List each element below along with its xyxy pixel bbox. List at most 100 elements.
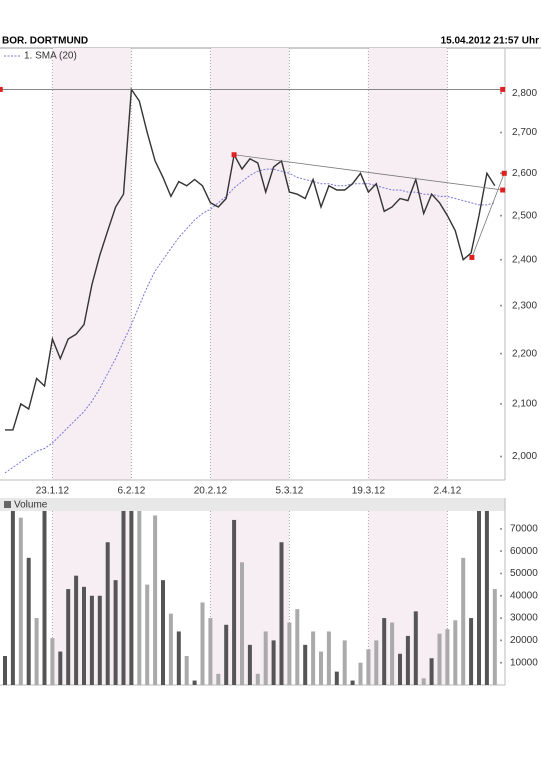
volume-bar — [461, 557, 466, 685]
volume-bar — [153, 515, 158, 685]
volume-bar — [3, 656, 7, 685]
x-tick-label: 5.3.12 — [275, 486, 303, 497]
y-tick-mark — [500, 639, 502, 642]
y-tick-label: 20000 — [510, 635, 538, 646]
period-band — [368, 48, 448, 480]
volume-bar — [137, 511, 142, 685]
volume-bar — [82, 586, 86, 685]
volume-bar — [358, 662, 363, 685]
y-tick-mark — [500, 304, 502, 307]
y-tick-mark — [500, 550, 502, 553]
volume-bar — [42, 511, 47, 685]
trend-line — [471, 173, 505, 258]
volume-bar — [271, 640, 276, 685]
y-tick-label: 2,300 — [512, 300, 537, 311]
x-tick-label: 2.4.12 — [433, 486, 461, 497]
y-tick-mark — [500, 527, 502, 530]
volume-bar — [319, 651, 323, 685]
y-tick-mark — [500, 352, 502, 355]
x-tick-label: 20.2.12 — [194, 486, 228, 497]
y-tick-label: 10000 — [510, 657, 538, 668]
volume-bar — [311, 631, 316, 685]
volume-bar — [469, 618, 474, 685]
y-tick-label: 2,700 — [512, 127, 537, 138]
volume-bar — [295, 609, 300, 685]
volume-bar — [18, 517, 23, 685]
trend-marker — [0, 86, 3, 92]
volume-bar — [437, 633, 442, 685]
volume-legend-label: Volume — [14, 500, 48, 511]
volume-header — [0, 498, 505, 511]
volume-bar — [342, 640, 347, 685]
volume-bar — [129, 511, 134, 685]
y-tick-label: 2,000 — [512, 451, 537, 462]
y-tick-mark — [500, 594, 502, 597]
volume-bar — [50, 638, 55, 685]
y-tick-label: 2,200 — [512, 348, 537, 359]
volume-bar — [66, 589, 71, 685]
volume-bar — [105, 542, 110, 685]
y-tick-mark — [500, 661, 502, 664]
y-tick-label: 70000 — [510, 523, 538, 534]
y-tick-label: 2,400 — [512, 254, 537, 265]
y-tick-label: 2,800 — [512, 88, 537, 99]
volume-bar — [413, 611, 418, 685]
volume-bar — [255, 673, 260, 685]
trend-marker — [231, 152, 237, 158]
volume-bar — [34, 618, 39, 685]
period-band — [210, 48, 290, 480]
volume-bar — [263, 631, 268, 685]
y-tick-mark — [500, 258, 502, 261]
volume-bar — [366, 649, 371, 685]
y-tick-mark — [500, 92, 502, 95]
y-tick-mark — [500, 455, 502, 458]
volume-bar — [484, 511, 489, 685]
y-tick-mark — [500, 214, 502, 217]
x-tick-label: 19.3.12 — [352, 486, 386, 497]
volume-bar — [10, 511, 15, 685]
volume-bar — [492, 589, 497, 685]
x-tick-label: 23.1.12 — [36, 486, 70, 497]
volume-bar — [374, 640, 379, 685]
volume-bar — [58, 651, 63, 685]
volume-bar — [216, 673, 221, 685]
volume-bar — [89, 595, 94, 685]
volume-bar — [145, 584, 150, 685]
volume-bar — [429, 658, 434, 685]
sma-line — [4, 168, 495, 474]
y-tick-label: 60000 — [510, 546, 538, 557]
volume-bar — [74, 575, 79, 685]
volume-bar — [224, 624, 229, 685]
volume-bar — [477, 511, 481, 685]
y-tick-mark — [500, 402, 502, 405]
volume-bar — [453, 620, 458, 685]
volume-bar — [200, 602, 205, 685]
volume-bar — [184, 656, 189, 685]
volume-bar — [240, 562, 244, 685]
trend-marker — [469, 254, 475, 260]
volume-bar — [97, 595, 102, 685]
volume-bar — [287, 622, 292, 685]
volume-bar — [232, 519, 237, 685]
trend-line — [234, 154, 503, 191]
volume-bar — [176, 631, 181, 685]
y-tick-label: 2,600 — [512, 168, 537, 179]
volume-bar — [445, 629, 450, 685]
y-tick-label: 40000 — [510, 590, 538, 601]
volume-bar — [326, 631, 331, 685]
volume-bars — [3, 511, 497, 685]
volume-bar — [161, 580, 165, 685]
volume-bar — [113, 580, 118, 685]
trend-marker — [500, 86, 506, 92]
volume-bar — [390, 622, 395, 685]
period-band — [52, 48, 132, 480]
y-tick-label: 30000 — [510, 613, 538, 624]
volume-bar — [398, 653, 402, 685]
y-tick-label: 2,500 — [512, 210, 537, 221]
chart-title: BOR. DORTMUND — [2, 36, 88, 47]
volume-bar — [303, 644, 308, 685]
y-tick-mark — [500, 617, 502, 620]
volume-bar — [334, 671, 339, 685]
trend-marker — [500, 187, 506, 193]
volume-bar — [121, 511, 126, 685]
